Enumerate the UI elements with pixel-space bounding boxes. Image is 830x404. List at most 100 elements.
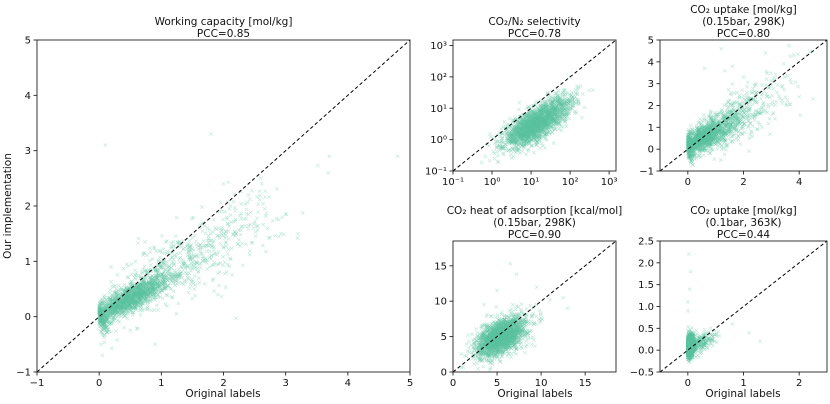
- data-point: [189, 255, 193, 260]
- data-point: [118, 303, 123, 308]
- data-point: [155, 281, 160, 286]
- data-point: [137, 300, 142, 305]
- data-point: [212, 248, 216, 253]
- data-point: [97, 303, 102, 308]
- data-point: [100, 332, 105, 337]
- data-point: [183, 270, 188, 275]
- data-point: [115, 297, 120, 302]
- data-point: [133, 291, 138, 296]
- data-point: [97, 308, 102, 313]
- data-point: [537, 135, 541, 140]
- data-point: [125, 296, 130, 301]
- data-point: [516, 117, 521, 121]
- data-point: [172, 257, 176, 262]
- data-point: [109, 305, 114, 310]
- data-point: [148, 278, 153, 283]
- data-point: [138, 295, 143, 300]
- data-point: [149, 278, 154, 283]
- data-point: [147, 281, 152, 286]
- data-point: [177, 271, 182, 276]
- data-point: [222, 271, 227, 276]
- data-point: [115, 302, 120, 306]
- data-point: [211, 238, 216, 243]
- data-point: [155, 276, 160, 281]
- data-point: [140, 292, 145, 297]
- data-point: [228, 256, 233, 261]
- data-point: [216, 271, 220, 276]
- data-point: [148, 246, 153, 251]
- data-point: [235, 241, 240, 246]
- data-point: [140, 289, 145, 294]
- data-point: [109, 320, 114, 325]
- data-point: [132, 298, 137, 303]
- data-point: [135, 290, 140, 295]
- data-point: [135, 285, 140, 289]
- data-point: [120, 310, 125, 315]
- data-point: [163, 282, 168, 286]
- data-point: [189, 249, 193, 254]
- data-point: [255, 194, 260, 199]
- data-point: [149, 308, 154, 313]
- data-point: [118, 305, 123, 310]
- data-point: [138, 281, 143, 286]
- data-point: [123, 305, 128, 310]
- data-point: [120, 307, 124, 312]
- data-point: [117, 305, 122, 310]
- data-point: [102, 333, 107, 338]
- data-point: [132, 290, 137, 295]
- data-point: [171, 280, 176, 284]
- data-point: [134, 292, 139, 297]
- data-point: [157, 283, 162, 288]
- data-point: [547, 111, 551, 116]
- data-point: [128, 299, 133, 304]
- data-point: [115, 295, 120, 300]
- data-point: [198, 223, 203, 228]
- data-point: [223, 233, 228, 238]
- data-point: [253, 234, 258, 239]
- data-point: [153, 269, 158, 274]
- data-point: [136, 296, 141, 301]
- data-point: [116, 310, 121, 315]
- data-point: [126, 299, 131, 304]
- data-point: [134, 288, 139, 293]
- data-point: [109, 297, 114, 302]
- data-point: [126, 294, 131, 299]
- data-point: [126, 303, 131, 308]
- data-point: [510, 135, 515, 139]
- data-point: [202, 224, 207, 229]
- data-point: [171, 244, 175, 249]
- data-point: [148, 289, 153, 294]
- data-point: [153, 287, 158, 292]
- data-point: [211, 229, 215, 234]
- data-point: [115, 305, 119, 310]
- data-point: [113, 283, 118, 288]
- data-point: [134, 287, 139, 292]
- data-point: [122, 309, 127, 314]
- data-point: [119, 308, 124, 313]
- data-point: [214, 227, 219, 232]
- data-point: [112, 305, 117, 310]
- data-point: [222, 236, 227, 241]
- data-point: [187, 271, 192, 275]
- data-point: [158, 286, 163, 291]
- data-point: [230, 232, 235, 237]
- data-point: [131, 289, 136, 293]
- data-point: [107, 290, 112, 295]
- data-point: [175, 240, 180, 245]
- data-point: [136, 286, 140, 291]
- data-point: [133, 287, 138, 292]
- data-point: [110, 294, 115, 299]
- data-point: [100, 315, 105, 319]
- data-point: [146, 286, 151, 291]
- data-point: [138, 291, 143, 296]
- data-point: [115, 306, 120, 311]
- data-point: [125, 292, 130, 297]
- data-point: [97, 317, 102, 322]
- data-point: [146, 279, 151, 284]
- data-point: [181, 257, 185, 262]
- data-point: [139, 288, 144, 293]
- data-point: [228, 213, 233, 217]
- data-point: [100, 321, 105, 326]
